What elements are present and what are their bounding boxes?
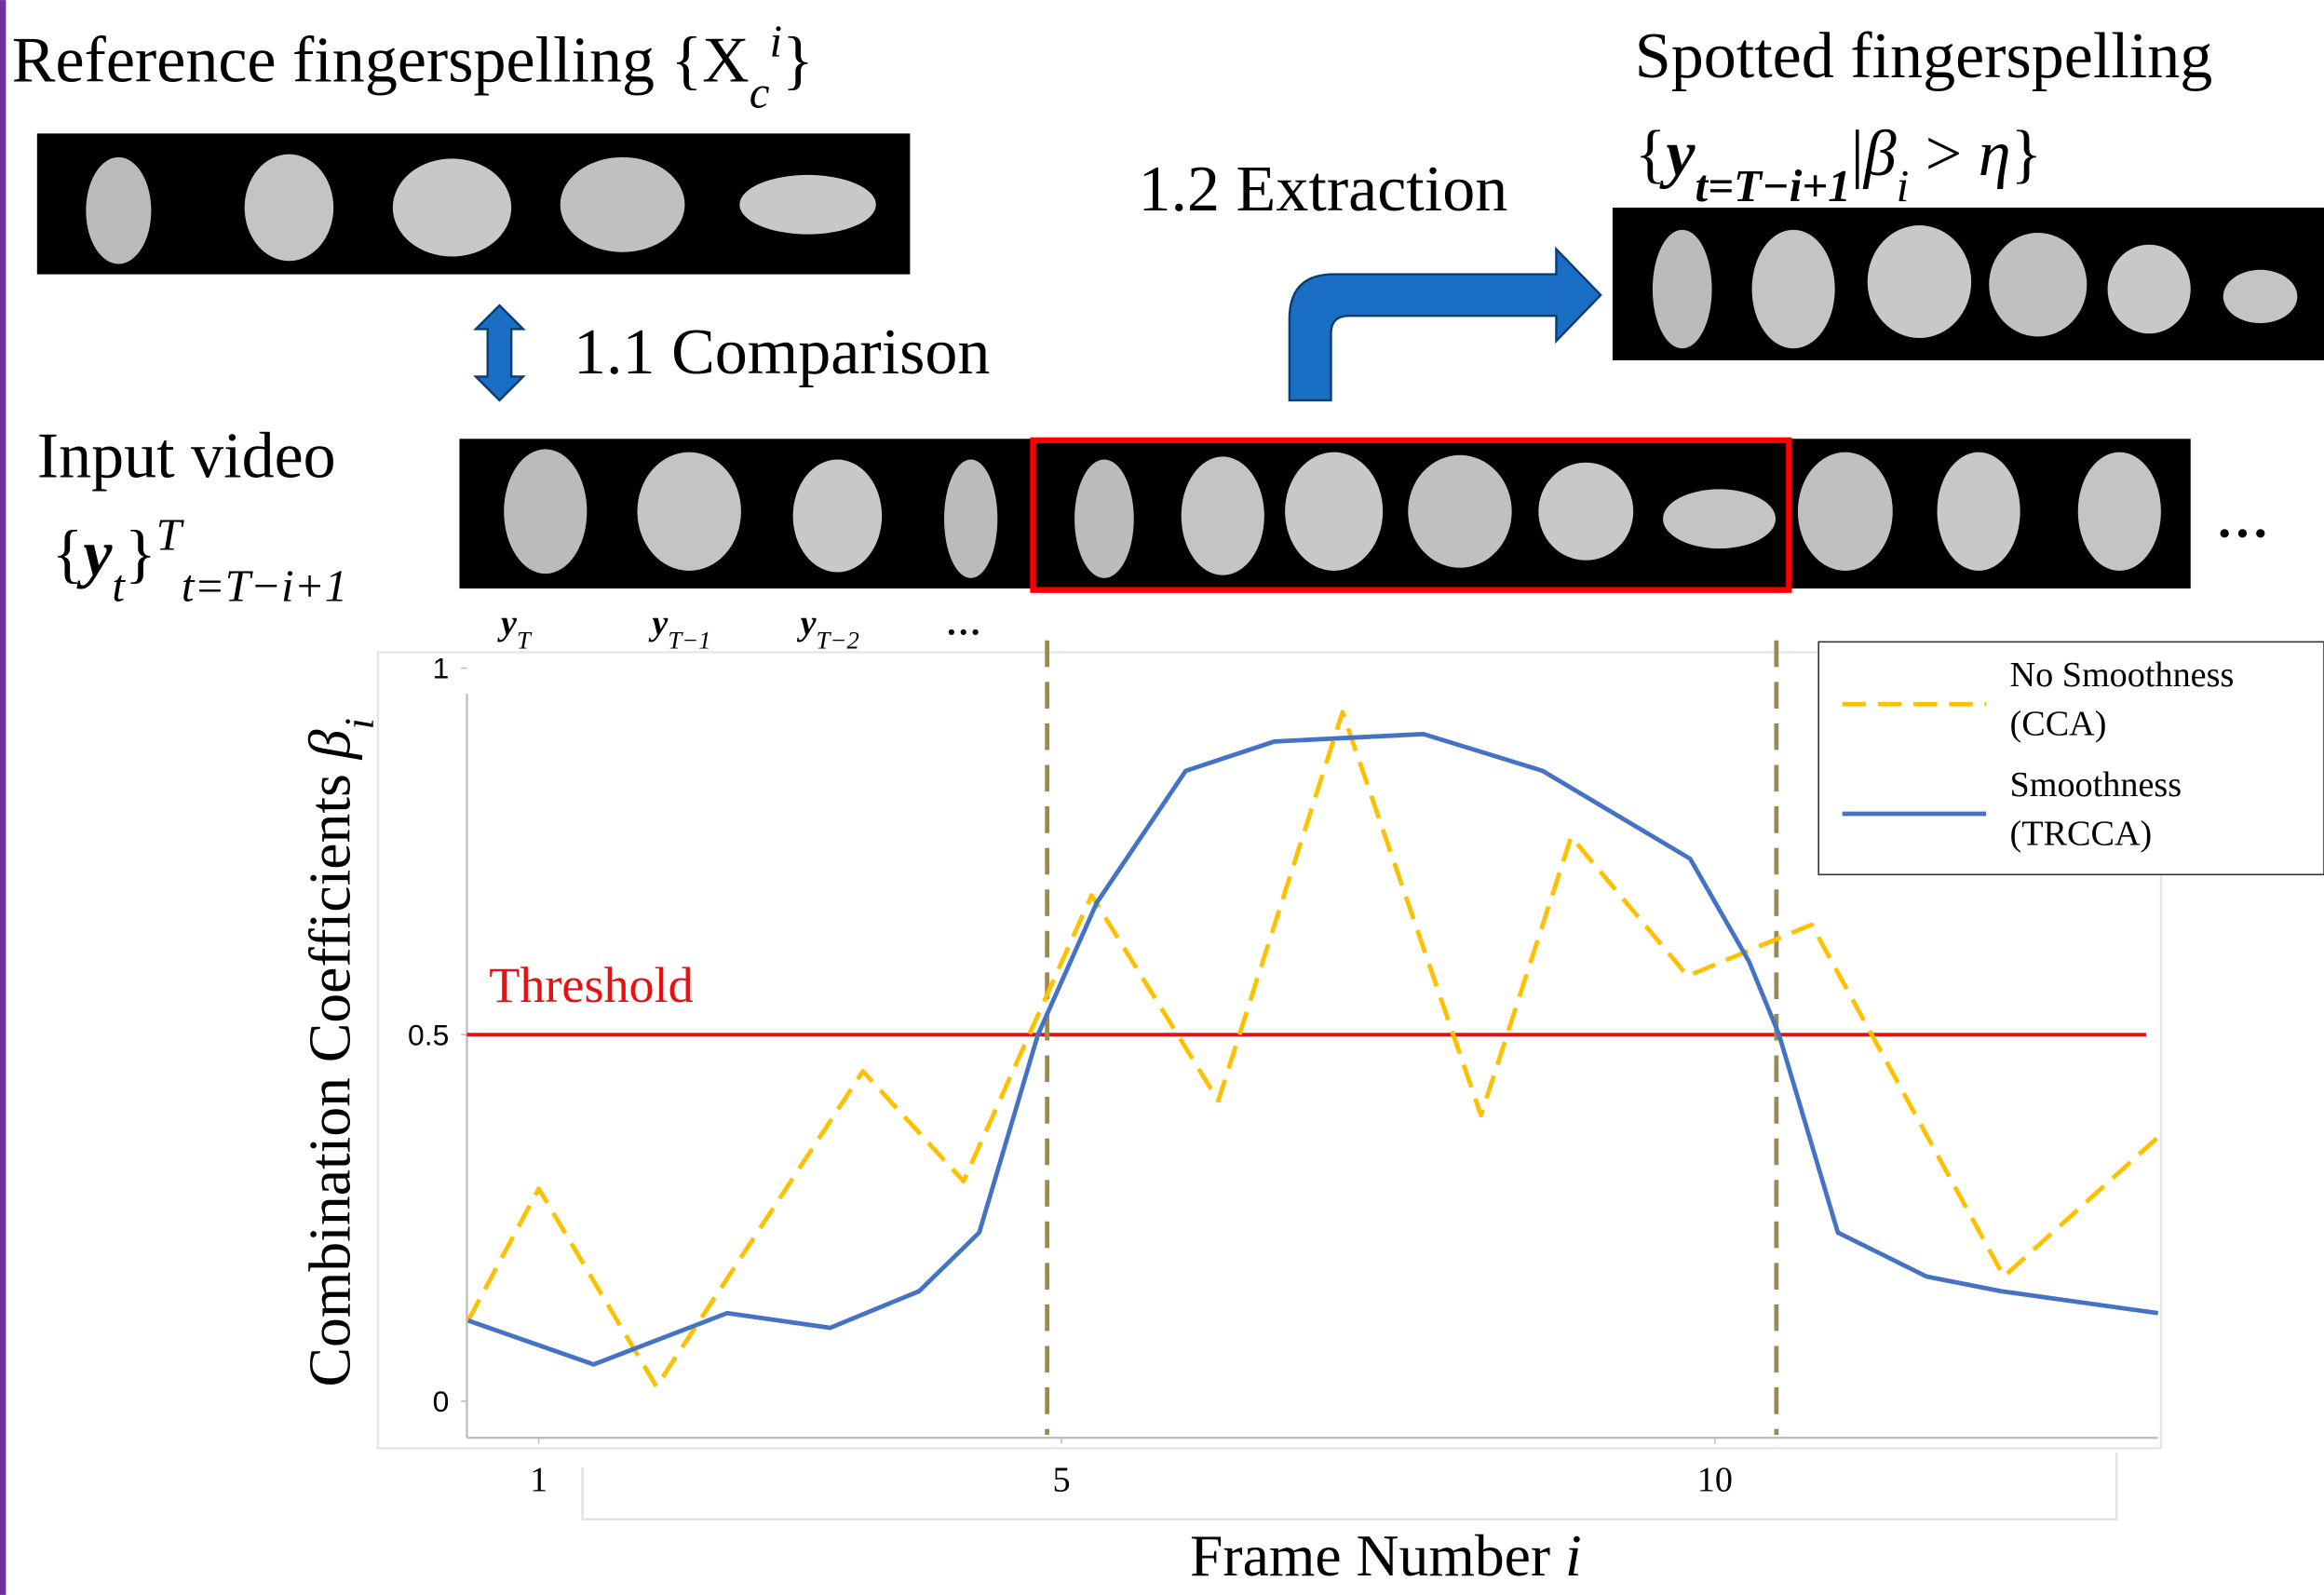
spotted-title-part: Spotted fingerspelling [1635,20,2212,92]
frame-label-part: … [946,603,981,642]
strip-ellipsis: … [2216,490,2269,548]
reference-title-part: Reference fingerspelling {X [12,25,750,97]
spotted-formula-part: > [1909,118,1979,190]
spotted-formula-part: { [1635,118,1667,190]
y-axis-title-part: β [297,729,363,761]
spotted-formula-part: i [1897,159,1910,210]
x-tick-label: 5 [1053,1460,1071,1499]
x-axis-title: Frame Number i [1190,1522,1582,1588]
reference-title-part: i [769,15,782,66]
frame-label-part: T [517,626,533,654]
frame-label: yT−1 [648,603,710,654]
frame-label-part: T−1 [668,626,710,654]
input-formula-part: } [125,519,156,590]
reference-title-part: } [782,25,814,97]
x-tick-label: 1 [530,1460,547,1499]
y-tick-label: 1 [433,652,450,685]
legend-label: No Smoothness [2010,656,2235,695]
input-formula-part: t=T−i+1 [182,560,347,611]
figure: Reference fingerspelling {Xci}Spotted fi… [0,0,2324,1595]
spotted-formula-part: β [1862,118,1897,190]
strip-ellipsis-part: … [2216,490,2269,548]
legend-label: (TRCCA) [2010,814,2153,853]
legend-label: (CCA) [2010,705,2107,744]
reference-title-part: c [750,66,770,117]
spotted-formula: {yt=T−i+1|βi > η} [1635,118,2042,211]
x-tick-label: 10 [1697,1460,1733,1499]
legend-label: Smoothness [2010,765,2182,804]
extraction-arrow [1290,250,1601,400]
spotted-strip [1613,208,2324,360]
y-tick-label: 0 [433,1385,450,1418]
y-axis-title: Combination Coefficients βi [297,718,383,1386]
input-formula-part: { [52,519,84,590]
spotted-formula-part: η [1979,118,2011,190]
input-strip [459,439,2190,588]
x-axis-title-part: Frame Number [1190,1522,1565,1588]
threshold-label: Threshold [489,957,693,1013]
frame-label-part: T−2 [817,626,859,654]
y-axis-title-part: i [336,718,383,729]
spotted-formula-part: } [2011,118,2043,190]
extraction-label: 1.2 Extraction [1139,154,1508,225]
spotted-formula-part: t=T−i+1 [1696,159,1851,210]
frame-label-part: y [497,603,518,642]
page: { "diagram": { "reference_title": [{"tex… [0,0,2324,1595]
extraction-label-part: 1.2 Extraction [1139,154,1508,225]
frame-label: … [946,603,981,642]
input-title: Input video [37,421,336,493]
reference-strip [37,133,911,274]
comparison-label: 1.1 Comparison [574,317,990,388]
input-title-part: Input video [37,421,336,493]
y-tick-label: 0.5 [408,1018,449,1051]
x-axis-bracket [583,1453,2117,1520]
x-axis-title-part: i [1565,1522,1582,1588]
comparison-label-part: 1.1 Comparison [574,317,990,388]
spotted-title: Spotted fingerspelling [1635,20,2212,92]
y-axis-title-part: Combination Coefficients [297,759,363,1386]
frame-label-part: y [648,603,669,642]
spotted-formula-part: | [1851,118,1864,190]
comparison-arrow [476,305,523,400]
frame-label-part: y [797,603,817,642]
left-border [0,0,6,1595]
input-formula: {yt}Tt=T−i+1 [52,508,347,611]
reference-title: Reference fingerspelling {Xci} [12,15,814,117]
frame-label: yT [497,603,533,654]
input-formula-part: T [156,508,185,560]
frame-label: yT−2 [797,603,859,654]
